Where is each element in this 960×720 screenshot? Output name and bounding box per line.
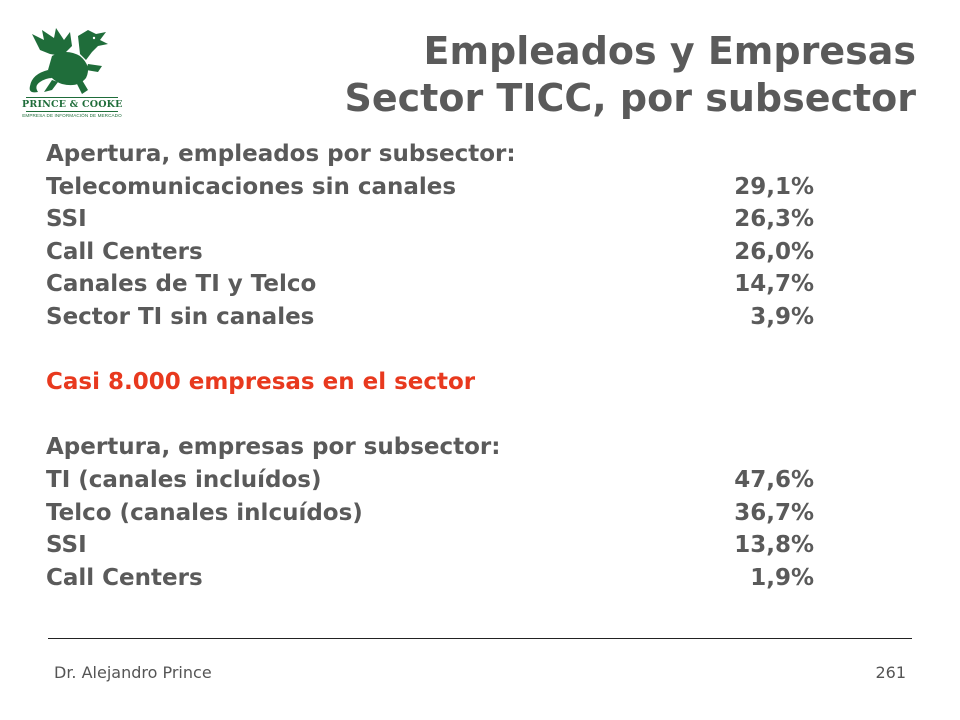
employee-row: Canales de TI y Telco 14,7% xyxy=(46,268,826,301)
row-value: 26,0% xyxy=(734,238,814,265)
row-value: 3,9% xyxy=(750,303,814,330)
title-line-2: Sector TICC, por subsector xyxy=(344,76,916,120)
row-label: Canales de TI y Telco xyxy=(46,271,317,298)
row-label: TI (canales incluídos) xyxy=(46,466,322,493)
employee-row: Sector TI sin canales 3,9% xyxy=(46,301,826,334)
company-row: Telco (canales inlcuídos) 36,7% xyxy=(46,497,826,530)
row-value: 1,9% xyxy=(750,564,814,591)
companies-heading: Apertura, empresas por subsector: xyxy=(46,431,826,464)
company-row: TI (canales incluídos) 47,6% xyxy=(46,464,826,497)
logo-divider xyxy=(26,111,118,112)
row-label: SSI xyxy=(46,206,87,233)
row-label: Telco (canales inlcuídos) xyxy=(46,499,363,526)
highlight-row: Casi 8.000 empresas en el sector xyxy=(46,366,826,399)
employee-row: Call Centers 26,0% xyxy=(46,236,826,269)
logo-tagline: EMPRESA DE INFORMACIÓN DE MERCADO xyxy=(22,113,122,118)
employees-heading: Apertura, empleados por subsector: xyxy=(46,138,826,171)
company-row: SSI 13,8% xyxy=(46,529,826,562)
row-value: 47,6% xyxy=(734,466,814,493)
logo-name: PRINCE & COOKE xyxy=(22,99,123,110)
slide-title: Empleados y Empresas Sector TICC, por su… xyxy=(345,28,916,122)
row-label: Telecomunicaciones sin canales xyxy=(46,173,457,200)
logo-divider xyxy=(26,97,118,98)
row-value: 26,3% xyxy=(734,206,814,233)
row-value: 36,7% xyxy=(734,499,814,526)
row-value: 29,1% xyxy=(734,173,814,200)
section-heading: Apertura, empresas por subsector: xyxy=(46,434,501,461)
company-logo: PRINCE & COOKE EMPRESA DE INFORMACIÓN DE… xyxy=(22,26,122,126)
employee-row: SSI 26,3% xyxy=(46,203,826,236)
row-value: 13,8% xyxy=(734,532,814,559)
row-label: Call Centers xyxy=(46,238,203,265)
spacer xyxy=(46,399,826,432)
dragon-icon xyxy=(29,28,108,94)
employee-row: Telecomunicaciones sin canales 29,1% xyxy=(46,171,826,204)
page-number: 261 xyxy=(875,663,906,682)
title-line-1: Empleados y Empresas xyxy=(423,29,917,73)
footer-author: Dr. Alejandro Prince xyxy=(54,663,212,682)
section-heading: Apertura, empleados por subsector: xyxy=(46,141,516,167)
row-label: Call Centers xyxy=(46,564,203,591)
slide-content: Apertura, empleados por subsector: Telec… xyxy=(46,138,826,594)
company-row: Call Centers 1,9% xyxy=(46,562,826,595)
row-label: Sector TI sin canales xyxy=(46,303,315,330)
spacer xyxy=(46,334,826,367)
row-label: SSI xyxy=(46,532,87,559)
highlight-text: Casi 8.000 empresas en el sector xyxy=(46,369,476,396)
row-value: 14,7% xyxy=(734,271,814,298)
footer-divider xyxy=(48,638,912,639)
